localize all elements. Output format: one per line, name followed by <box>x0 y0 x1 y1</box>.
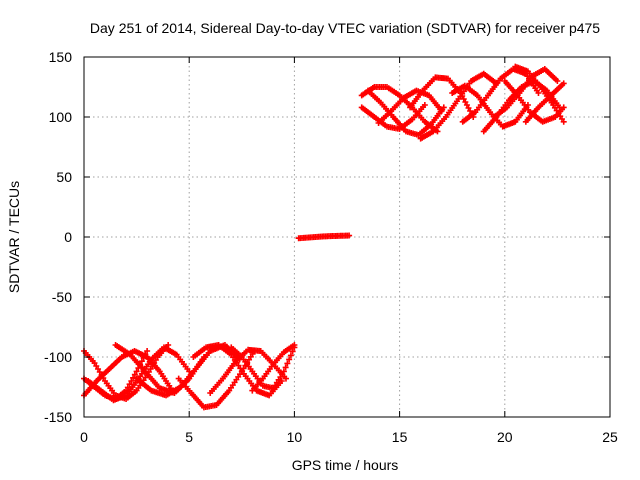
x-tick-label: 10 <box>287 429 303 445</box>
data-point <box>554 78 561 84</box>
data-point <box>421 102 428 108</box>
x-tick-label: 20 <box>497 429 513 445</box>
y-tick-label: 150 <box>49 49 73 65</box>
data-point <box>346 232 353 239</box>
series-arc17 <box>417 70 500 142</box>
series-arc10 <box>228 344 298 392</box>
x-axis-label: GPS time / hours <box>292 457 399 473</box>
data-point <box>282 375 289 382</box>
data-point <box>133 368 140 375</box>
x-tick-label: 5 <box>185 429 193 445</box>
data-point <box>138 358 145 365</box>
x-tick-label: 15 <box>392 429 408 445</box>
data-point <box>278 378 285 384</box>
series-arc11 <box>249 342 298 394</box>
data-point <box>144 348 151 354</box>
chart-title: Day 251 of 2014, Sidereal Day-to-day VTE… <box>90 20 600 36</box>
data-point <box>560 80 567 87</box>
series-arc6 <box>133 342 243 399</box>
data-point <box>280 368 287 375</box>
data-point <box>165 342 172 348</box>
series-arc23 <box>501 78 567 125</box>
y-tick-label: 50 <box>56 169 72 185</box>
data-point <box>289 348 296 355</box>
series-flat <box>295 232 353 242</box>
grid <box>84 57 610 417</box>
data-point <box>440 104 447 111</box>
series-arc4 <box>85 344 193 404</box>
data-point <box>291 342 298 348</box>
y-axis-label: SDTVAR / TECUs <box>6 181 22 293</box>
data-point <box>284 360 291 367</box>
y-tick-label: -150 <box>44 409 72 425</box>
data-point <box>131 371 138 378</box>
data-point <box>535 90 542 96</box>
axis-ticks: -150 -100 -50 0 50 100 150 0 5 10 15 20 25 <box>44 49 618 445</box>
series-arc24 <box>522 80 567 125</box>
series-arc22 <box>512 63 567 125</box>
data-point <box>282 364 289 371</box>
y-tick-label: -100 <box>44 349 72 365</box>
data-point <box>130 374 137 381</box>
x-tick-label: 25 <box>602 429 618 445</box>
y-tick-label: 100 <box>49 109 73 125</box>
x-tick-label: 0 <box>80 429 88 445</box>
series-arc15 <box>375 87 445 126</box>
data-point <box>560 104 567 111</box>
data-point <box>287 352 294 359</box>
data-point <box>560 118 567 125</box>
y-tick-label: 0 <box>64 229 72 245</box>
data-point <box>438 108 445 114</box>
data-point <box>286 356 293 363</box>
data-point <box>128 378 135 384</box>
data-points <box>81 63 567 411</box>
y-tick-label: -50 <box>52 289 72 305</box>
series-arc3 <box>81 348 176 399</box>
